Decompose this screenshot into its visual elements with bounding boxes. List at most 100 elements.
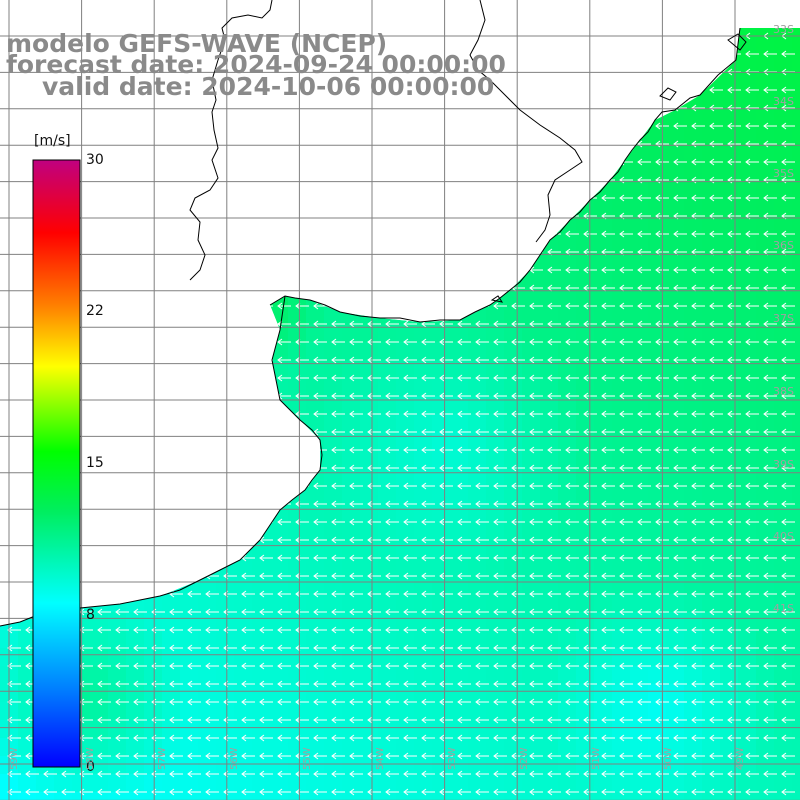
wind-vector [691,626,705,634]
field-cell [522,288,541,307]
wind-vector [565,374,579,382]
field-cell [648,324,667,343]
field-cell [684,630,703,649]
wind-vector [187,716,201,724]
field-cell [558,288,577,307]
wind-vector [493,680,507,688]
wind-vector [601,356,615,364]
field-cell [612,738,631,757]
field-cell [648,144,667,163]
wind-vector [745,554,759,562]
field-cell [738,720,757,739]
wind-vector [385,554,399,562]
wind-vector [205,788,219,796]
wind-vector [403,716,417,724]
wind-vector [565,662,579,670]
wind-vector [493,518,507,526]
wind-vector [763,572,777,580]
wind-vector [691,734,705,742]
field-cell [234,576,253,595]
field-cell [108,738,127,757]
wind-vector [709,302,723,310]
wind-vector [673,374,687,382]
wind-vector [601,302,615,310]
wind-vector [439,536,453,544]
field-cell [756,792,775,800]
wind-vector [763,662,777,670]
wind-vector [457,464,471,472]
wind-vector [619,464,633,472]
field-cell [684,756,703,775]
wind-vector [457,320,471,328]
wind-vector [583,608,597,616]
field-cell [414,414,433,433]
wind-vector [457,590,471,598]
colorbar-tick-label: 30 [86,152,104,168]
field-cell [504,324,523,343]
wind-vector [619,194,633,202]
field-cell [234,792,253,800]
field-cell [288,504,307,523]
field-cell [774,270,793,289]
field-cell [432,738,451,757]
field-cell [378,720,397,739]
field-cell [612,198,631,217]
field-cell [792,792,800,800]
wind-vector [313,590,327,598]
field-cell [144,738,163,757]
wind-vector [547,752,561,760]
wind-vector [511,626,525,634]
field-cell [486,324,505,343]
field-cell [738,180,757,199]
wind-vector [763,284,777,292]
wind-vector [403,788,417,796]
field-cell [324,504,343,523]
wind-vector [259,752,273,760]
field-cell [558,360,577,379]
field-cell [324,558,343,577]
wind-vector [511,734,525,742]
wind-vector [673,608,687,616]
wind-vector [133,662,147,670]
wind-vector [565,680,579,688]
wind-vector [781,734,795,742]
field-cell [558,306,577,325]
wind-vector [547,590,561,598]
wind-vector [493,338,507,346]
wind-vector [277,626,291,634]
wind-vector [313,302,327,310]
field-cell [702,108,721,127]
field-cell [396,504,415,523]
field-cell [342,558,361,577]
wind-vector [601,770,615,778]
field-cell [378,378,397,397]
wind-vector [511,392,525,400]
wind-vector [259,554,273,562]
field-cell [720,90,739,109]
field-cell [288,540,307,559]
field-cell [684,702,703,721]
field-cell [684,126,703,145]
wind-vector [601,500,615,508]
field-cell [684,198,703,217]
wind-vector [277,662,291,670]
field-cell [720,720,739,739]
wind-vector [673,662,687,670]
wind-vector [691,392,705,400]
field-cell [576,774,595,793]
field-cell [162,666,181,685]
wind-vector [493,662,507,670]
wind-vector [313,554,327,562]
field-cell [342,594,361,613]
field-cell [324,756,343,775]
field-cell [306,612,325,631]
field-cell [324,360,343,379]
wind-vector [763,320,777,328]
field-cell [414,792,433,800]
wind-vector [421,518,435,526]
field-cell [702,684,721,703]
field-cell [684,432,703,451]
field-cell [630,468,649,487]
field-cell [630,612,649,631]
field-cell [432,450,451,469]
